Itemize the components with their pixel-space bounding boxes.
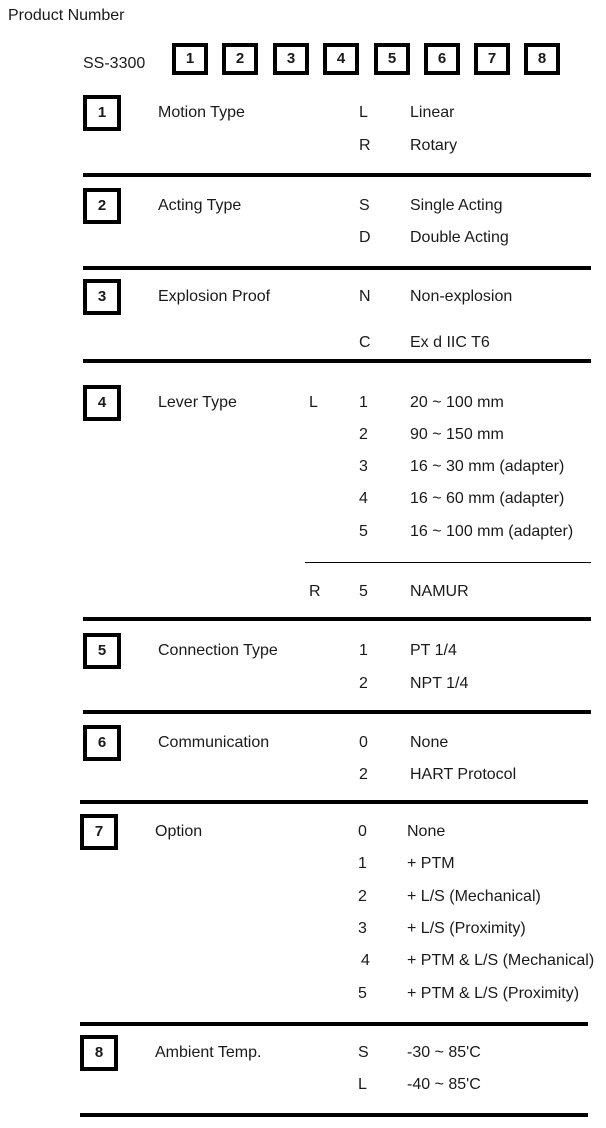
- section-divider: [83, 173, 591, 177]
- option-code: 3: [358, 920, 367, 937]
- option-description: Rotary: [410, 137, 458, 154]
- header-code-box: 8: [524, 43, 560, 75]
- option-code: N: [359, 288, 371, 305]
- option-description: Non-explosion: [410, 288, 513, 305]
- option-code: L: [359, 104, 368, 121]
- option-code: 1: [359, 642, 368, 659]
- option-code: 5: [359, 583, 368, 600]
- section-divider: [83, 359, 591, 363]
- option-code: 2: [358, 888, 367, 905]
- option-code: 2: [359, 675, 368, 692]
- section-number-box: 1: [83, 95, 121, 131]
- option-description: + PTM: [407, 855, 455, 872]
- option-code: 2: [359, 426, 368, 443]
- option-description: -30 ~ 85'C: [407, 1044, 481, 1061]
- option-code: 1: [358, 855, 367, 872]
- option-description: NPT 1/4: [410, 675, 469, 692]
- option-code: 3: [359, 458, 368, 475]
- option-code: L: [358, 1076, 367, 1093]
- section-number-box: 3: [83, 279, 121, 315]
- section-number-box: 7: [80, 814, 118, 850]
- section-divider: [83, 710, 591, 714]
- section-label: Lever Type: [158, 394, 237, 411]
- option-code: 5: [358, 985, 367, 1002]
- section-label: Ambient Temp.: [155, 1044, 262, 1061]
- header-code-box: 7: [474, 43, 510, 75]
- section-label: Explosion Proof: [158, 288, 271, 305]
- option-description: 20 ~ 100 mm: [410, 394, 504, 411]
- option-description: + PTM & L/S (Mechanical): [407, 952, 595, 969]
- section-divider: [80, 800, 588, 804]
- option-code: 0: [359, 734, 368, 751]
- option-description: Double Acting: [410, 229, 509, 246]
- option-code: 2: [359, 766, 368, 783]
- subsection-divider: [305, 562, 591, 563]
- option-description: NAMUR: [410, 583, 469, 600]
- section-divider: [83, 617, 591, 621]
- option-code: 1: [359, 394, 368, 411]
- section-divider: [80, 1022, 588, 1026]
- page-title: Product Number: [8, 7, 125, 24]
- option-code: 5: [359, 523, 368, 540]
- option-code: S: [358, 1044, 369, 1061]
- option-code: S: [359, 197, 370, 214]
- section-divider: [83, 266, 591, 270]
- option-description: Linear: [410, 104, 455, 121]
- header-code-box: 1: [172, 43, 208, 75]
- code-prefix: R: [309, 583, 321, 600]
- header-code-box: 4: [323, 43, 359, 75]
- option-description: -40 ~ 85'C: [407, 1076, 481, 1093]
- section-number-box: 8: [80, 1035, 118, 1071]
- section-divider: [80, 1113, 588, 1117]
- header-code-box: 6: [424, 43, 460, 75]
- option-description: 16 ~ 30 mm (adapter): [410, 458, 565, 475]
- option-code: 4: [359, 490, 368, 507]
- option-description: PT 1/4: [410, 642, 457, 659]
- section-number-box: 5: [83, 633, 121, 669]
- section-number-box: 2: [83, 188, 121, 224]
- option-code: 0: [358, 823, 367, 840]
- header-code-box: 3: [273, 43, 309, 75]
- section-label: Connection Type: [158, 642, 278, 659]
- section-label: Acting Type: [158, 197, 242, 214]
- option-code: R: [359, 137, 371, 154]
- option-code: C: [359, 334, 371, 351]
- model-number: SS-3300: [83, 55, 146, 72]
- option-description: + L/S (Proximity): [407, 920, 526, 937]
- section-label: Motion Type: [158, 104, 245, 121]
- header-code-box: 5: [374, 43, 410, 75]
- option-description: None: [410, 734, 449, 751]
- section-number-box: 6: [83, 725, 121, 761]
- option-description: Single Acting: [410, 197, 503, 214]
- section-label: Communication: [158, 734, 270, 751]
- option-description: 90 ~ 150 mm: [410, 426, 504, 443]
- section-number-box: 4: [83, 385, 121, 421]
- option-description: + L/S (Mechanical): [407, 888, 541, 905]
- option-code: D: [359, 229, 371, 246]
- section-label: Option: [155, 823, 203, 840]
- option-code: 4: [361, 952, 370, 969]
- option-description: + PTM & L/S (Proximity): [407, 985, 580, 1002]
- code-prefix: L: [309, 394, 318, 411]
- option-description: Ex d IIC T6: [410, 334, 490, 351]
- option-description: HART Protocol: [410, 766, 517, 783]
- option-description: 16 ~ 60 mm (adapter): [410, 490, 565, 507]
- option-description: None: [407, 823, 446, 840]
- option-description: 16 ~ 100 mm (adapter): [410, 523, 574, 540]
- header-code-box: 2: [222, 43, 258, 75]
